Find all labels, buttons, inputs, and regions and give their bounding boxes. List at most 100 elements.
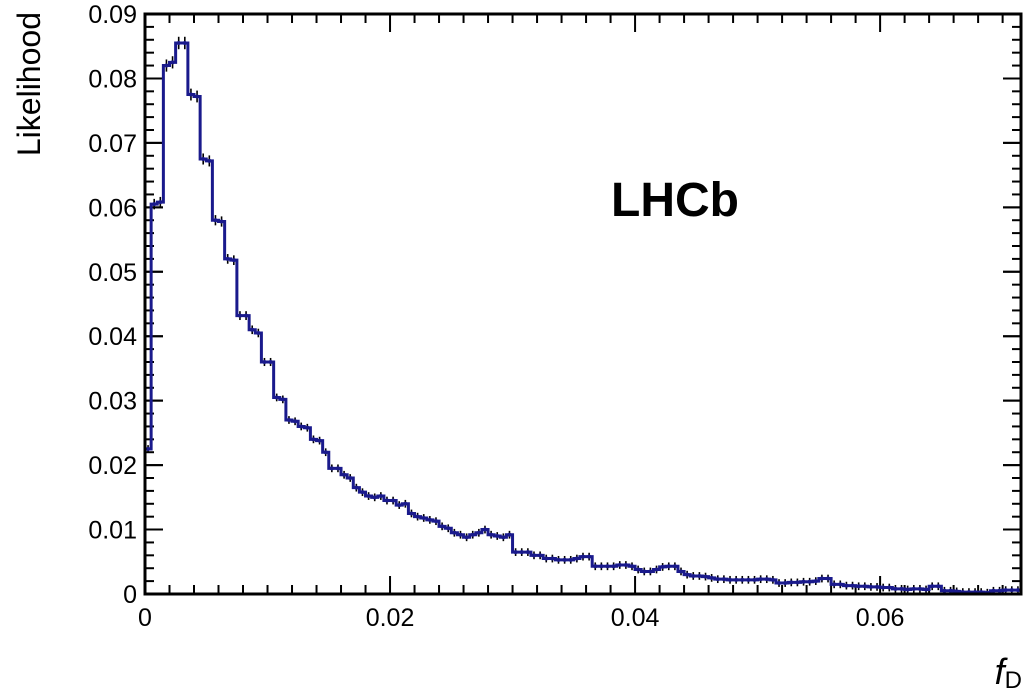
- bin-marker: [207, 158, 212, 163]
- bin-marker: [274, 395, 279, 400]
- bin-marker: [152, 202, 157, 207]
- bin-marker: [905, 587, 910, 592]
- bin-marker: [850, 583, 855, 588]
- bin-marker: [470, 532, 475, 537]
- bin-marker: [476, 530, 481, 535]
- bin-marker: [421, 515, 426, 520]
- bin-marker: [691, 573, 696, 578]
- bin-marker: [709, 575, 714, 580]
- bin-marker: [525, 550, 530, 555]
- bin-marker: [752, 577, 757, 582]
- y-axis-title: Likelihood: [11, 12, 47, 156]
- bin-marker: [581, 554, 585, 559]
- bin-marker: [685, 572, 690, 577]
- bin-marker: [605, 564, 610, 569]
- bin-marker: [587, 554, 592, 559]
- bin-marker: [305, 425, 310, 430]
- bin-marker: [636, 567, 641, 572]
- x-tick-label: 0.02: [366, 604, 415, 632]
- bin-marker: [801, 579, 806, 584]
- bin-marker: [513, 550, 518, 555]
- bin-marker: [764, 577, 769, 582]
- bin-marker: [875, 584, 880, 589]
- x-axis-title-subscript: D: [1005, 667, 1022, 693]
- y-tick-label: 0.07: [88, 130, 137, 158]
- bin-marker: [354, 485, 359, 490]
- bin-marker: [176, 41, 181, 45]
- bin-marker: [672, 564, 677, 569]
- bin-marker: [384, 498, 389, 503]
- bin-marker: [630, 564, 635, 569]
- bin-marker: [360, 490, 365, 495]
- bin-marker: [556, 557, 561, 562]
- plot-frame: [143, 12, 1023, 596]
- bin-marker: [433, 519, 438, 524]
- bin-marker: [195, 94, 200, 99]
- bin-marker: [734, 577, 739, 582]
- bin-marker: [826, 576, 831, 581]
- bin-marker: [832, 582, 837, 587]
- bin-marker: [544, 556, 549, 561]
- bin-marker: [1009, 588, 1014, 593]
- bin-marker: [807, 579, 812, 584]
- bin-marker: [391, 498, 396, 503]
- bin-marker: [930, 584, 935, 589]
- bin-marker: [519, 550, 524, 555]
- lhcb-label: LHCb: [611, 174, 739, 227]
- histogram-series: [143, 36, 1023, 595]
- bin-marker: [611, 564, 616, 569]
- bin-marker: [746, 577, 751, 582]
- bin-marker: [225, 256, 230, 261]
- bin-marker: [660, 564, 665, 569]
- bin-marker: [642, 569, 647, 574]
- bin-marker: [213, 218, 218, 223]
- bin-marker: [623, 563, 628, 567]
- bin-marker: [924, 587, 929, 592]
- x-tick-label: 0: [138, 604, 152, 632]
- x-axis-title: fD: [995, 651, 1022, 693]
- bin-marker: [403, 501, 408, 506]
- bin-marker: [942, 588, 947, 593]
- bin-marker: [593, 564, 598, 569]
- bin-marker: [538, 553, 543, 558]
- bin-marker: [415, 514, 420, 519]
- y-tick-label: 0.09: [88, 1, 137, 29]
- bin-marker: [550, 556, 555, 561]
- bin-marker: [182, 41, 187, 45]
- bin-marker: [574, 556, 579, 561]
- bin-marker: [789, 580, 794, 585]
- bin-marker: [936, 584, 941, 589]
- bin-marker: [568, 557, 573, 562]
- bin-marker: [427, 517, 432, 522]
- bin-marker: [188, 92, 193, 97]
- bin-marker: [237, 313, 242, 318]
- bin-marker: [262, 360, 267, 364]
- bin-marker: [740, 577, 745, 582]
- y-tick-label: 0.01: [88, 517, 137, 545]
- bin-marker: [311, 437, 316, 442]
- bin-marker: [991, 588, 996, 593]
- bin-marker: [703, 574, 708, 579]
- bin-marker: [146, 447, 151, 451]
- bin-marker: [617, 563, 622, 567]
- bin-marker: [378, 494, 383, 499]
- bin-marker: [446, 526, 451, 531]
- bin-marker: [342, 472, 347, 477]
- bin-marker: [397, 503, 402, 508]
- bin-marker: [219, 219, 224, 224]
- bin-marker: [501, 535, 506, 540]
- bin-marker: [887, 585, 892, 590]
- bin-marker: [856, 584, 861, 589]
- bin-marker: [838, 582, 843, 587]
- bin-marker: [531, 553, 536, 558]
- bin-marker: [1015, 588, 1020, 593]
- y-tick-label: 0.08: [88, 65, 137, 93]
- bin-marker: [844, 583, 849, 588]
- bin-marker: [286, 418, 291, 422]
- bin-marker: [507, 532, 512, 537]
- bin-marker: [795, 580, 800, 585]
- bin-marker: [881, 585, 886, 590]
- bin-marker: [372, 495, 377, 500]
- bin-marker: [948, 588, 953, 593]
